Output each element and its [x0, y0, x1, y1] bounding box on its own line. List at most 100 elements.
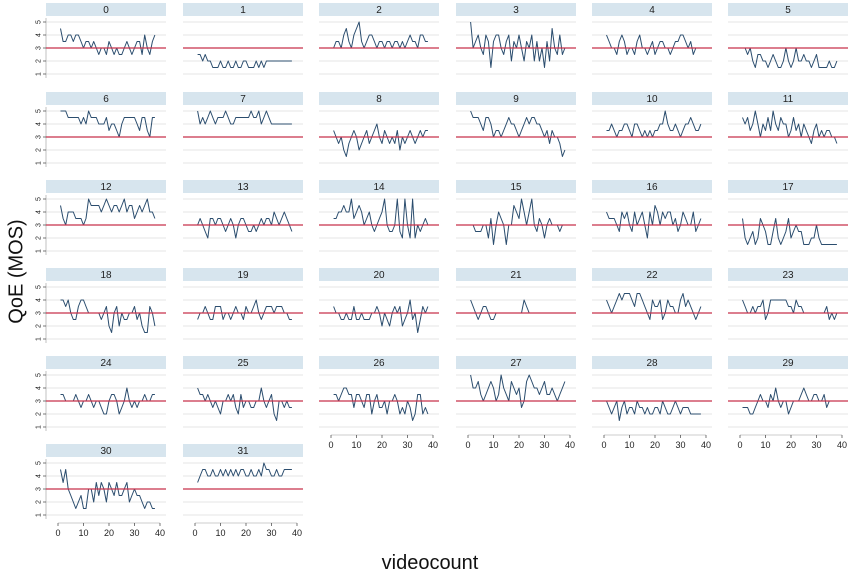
- panel-19: 19: [183, 268, 303, 340]
- panel-16: 16: [592, 180, 712, 252]
- y-tick-label: 4: [36, 33, 43, 37]
- panel-strip: [183, 92, 303, 105]
- series-line: [470, 110, 566, 157]
- series-line: [333, 21, 428, 49]
- panel-3: 3: [456, 3, 576, 75]
- series-line: [333, 123, 428, 157]
- y-tick-label: 4: [36, 122, 43, 126]
- series-line: [197, 462, 292, 483]
- x-tick-label: 30: [266, 528, 276, 538]
- series-line: [606, 205, 702, 239]
- panel-strip: [46, 3, 166, 16]
- series-line: [197, 299, 292, 320]
- series-line: [60, 28, 156, 55]
- series-line: [470, 299, 565, 320]
- series-line: [742, 218, 837, 245]
- series-line: [606, 34, 701, 55]
- panel-label: 30: [100, 446, 112, 457]
- y-tick-label: 5: [36, 461, 43, 465]
- panel-31: 31 0 10 20 30 40: [183, 444, 303, 538]
- panel-25: 25: [183, 356, 303, 428]
- panel-strip: [592, 3, 712, 16]
- x-tick-label: 0: [465, 440, 470, 450]
- y-tick-label: 5: [36, 109, 43, 113]
- panel-strip: [319, 268, 439, 281]
- panel-strip: [728, 92, 848, 105]
- x-tick-label: 10: [488, 440, 498, 450]
- panel-label: 22: [646, 270, 658, 281]
- series-line: [742, 110, 838, 144]
- x-tick-label: 10: [624, 440, 634, 450]
- panel-9: 9: [456, 92, 576, 164]
- panel-label: 10: [646, 94, 658, 105]
- panel-label: 8: [376, 94, 382, 105]
- x-tick-label: 20: [650, 440, 660, 450]
- panel-strip: [183, 444, 303, 457]
- panel-strip: [728, 3, 848, 16]
- y-tick-label: 3: [36, 46, 43, 50]
- panel-8: 8: [319, 92, 439, 164]
- series-line: [470, 21, 566, 68]
- panel-13: 13: [183, 180, 303, 252]
- x-tick-label: 0: [601, 440, 606, 450]
- panel-strip: [46, 356, 166, 369]
- panel-label: 16: [646, 182, 658, 193]
- series-line: [606, 293, 702, 320]
- panel-6: 6 1 2 3 4 5: [36, 92, 166, 167]
- panel-14: 14: [319, 180, 439, 252]
- x-tick-label: 30: [539, 440, 549, 450]
- x-tick-label: 40: [292, 528, 302, 538]
- y-tick-label: 4: [36, 298, 43, 302]
- y-axis-title: QoE (MOS): [5, 219, 28, 324]
- x-tick-label: 10: [351, 440, 361, 450]
- y-tick-label: 1: [36, 161, 43, 165]
- panel-label: 23: [782, 270, 794, 281]
- series-line: [197, 110, 292, 125]
- x-tick-label: 20: [786, 440, 796, 450]
- panel-28: 28 0 10 20 30 40: [592, 356, 712, 450]
- x-tick-label: 20: [104, 528, 114, 538]
- x-tick-label: 40: [428, 440, 438, 450]
- y-tick-label: 5: [36, 373, 43, 377]
- panel-strip: [456, 180, 576, 193]
- x-tick-label: 20: [241, 528, 251, 538]
- y-tick-label: 1: [36, 425, 43, 429]
- series-line: [333, 198, 429, 239]
- series-line: [742, 47, 838, 68]
- panel-strip: [728, 180, 848, 193]
- series-line: [470, 198, 565, 245]
- panel-label: 21: [510, 270, 522, 281]
- panel-label: 25: [237, 358, 249, 369]
- panel-label: 9: [513, 94, 519, 105]
- panel-1: 1: [183, 3, 303, 75]
- x-tick-label: 0: [737, 440, 742, 450]
- panel-label: 20: [373, 270, 385, 281]
- series-line: [197, 211, 293, 239]
- y-tick-label: 1: [36, 72, 43, 76]
- panel-27: 27 0 10 20 30 40: [456, 356, 576, 450]
- panel-10: 10: [592, 92, 712, 164]
- panel-label: 26: [373, 358, 385, 369]
- y-tick-label: 3: [36, 399, 43, 403]
- series-line: [606, 400, 701, 421]
- x-tick-label: 30: [675, 440, 685, 450]
- x-tick-label: 40: [701, 440, 711, 450]
- panel-24: 24 1 2 3 4 5: [36, 356, 166, 431]
- panel-strip: [456, 92, 576, 105]
- y-tick-label: 3: [36, 135, 43, 139]
- panel-strip: [456, 3, 576, 16]
- panel-7: 7: [183, 92, 303, 164]
- panel-5: 5: [728, 3, 848, 75]
- panel-strip: [456, 268, 576, 281]
- panel-strip: [456, 356, 576, 369]
- x-axis-title: videocount: [381, 552, 479, 574]
- panel-label: 24: [100, 358, 112, 369]
- x-tick-label: 30: [402, 440, 412, 450]
- panel-strip: [46, 92, 166, 105]
- y-tick-label: 2: [36, 500, 43, 504]
- y-tick-label: 2: [36, 412, 43, 416]
- series-line: [60, 469, 155, 509]
- panel-label: 17: [782, 182, 794, 193]
- panel-label: 0: [103, 5, 109, 16]
